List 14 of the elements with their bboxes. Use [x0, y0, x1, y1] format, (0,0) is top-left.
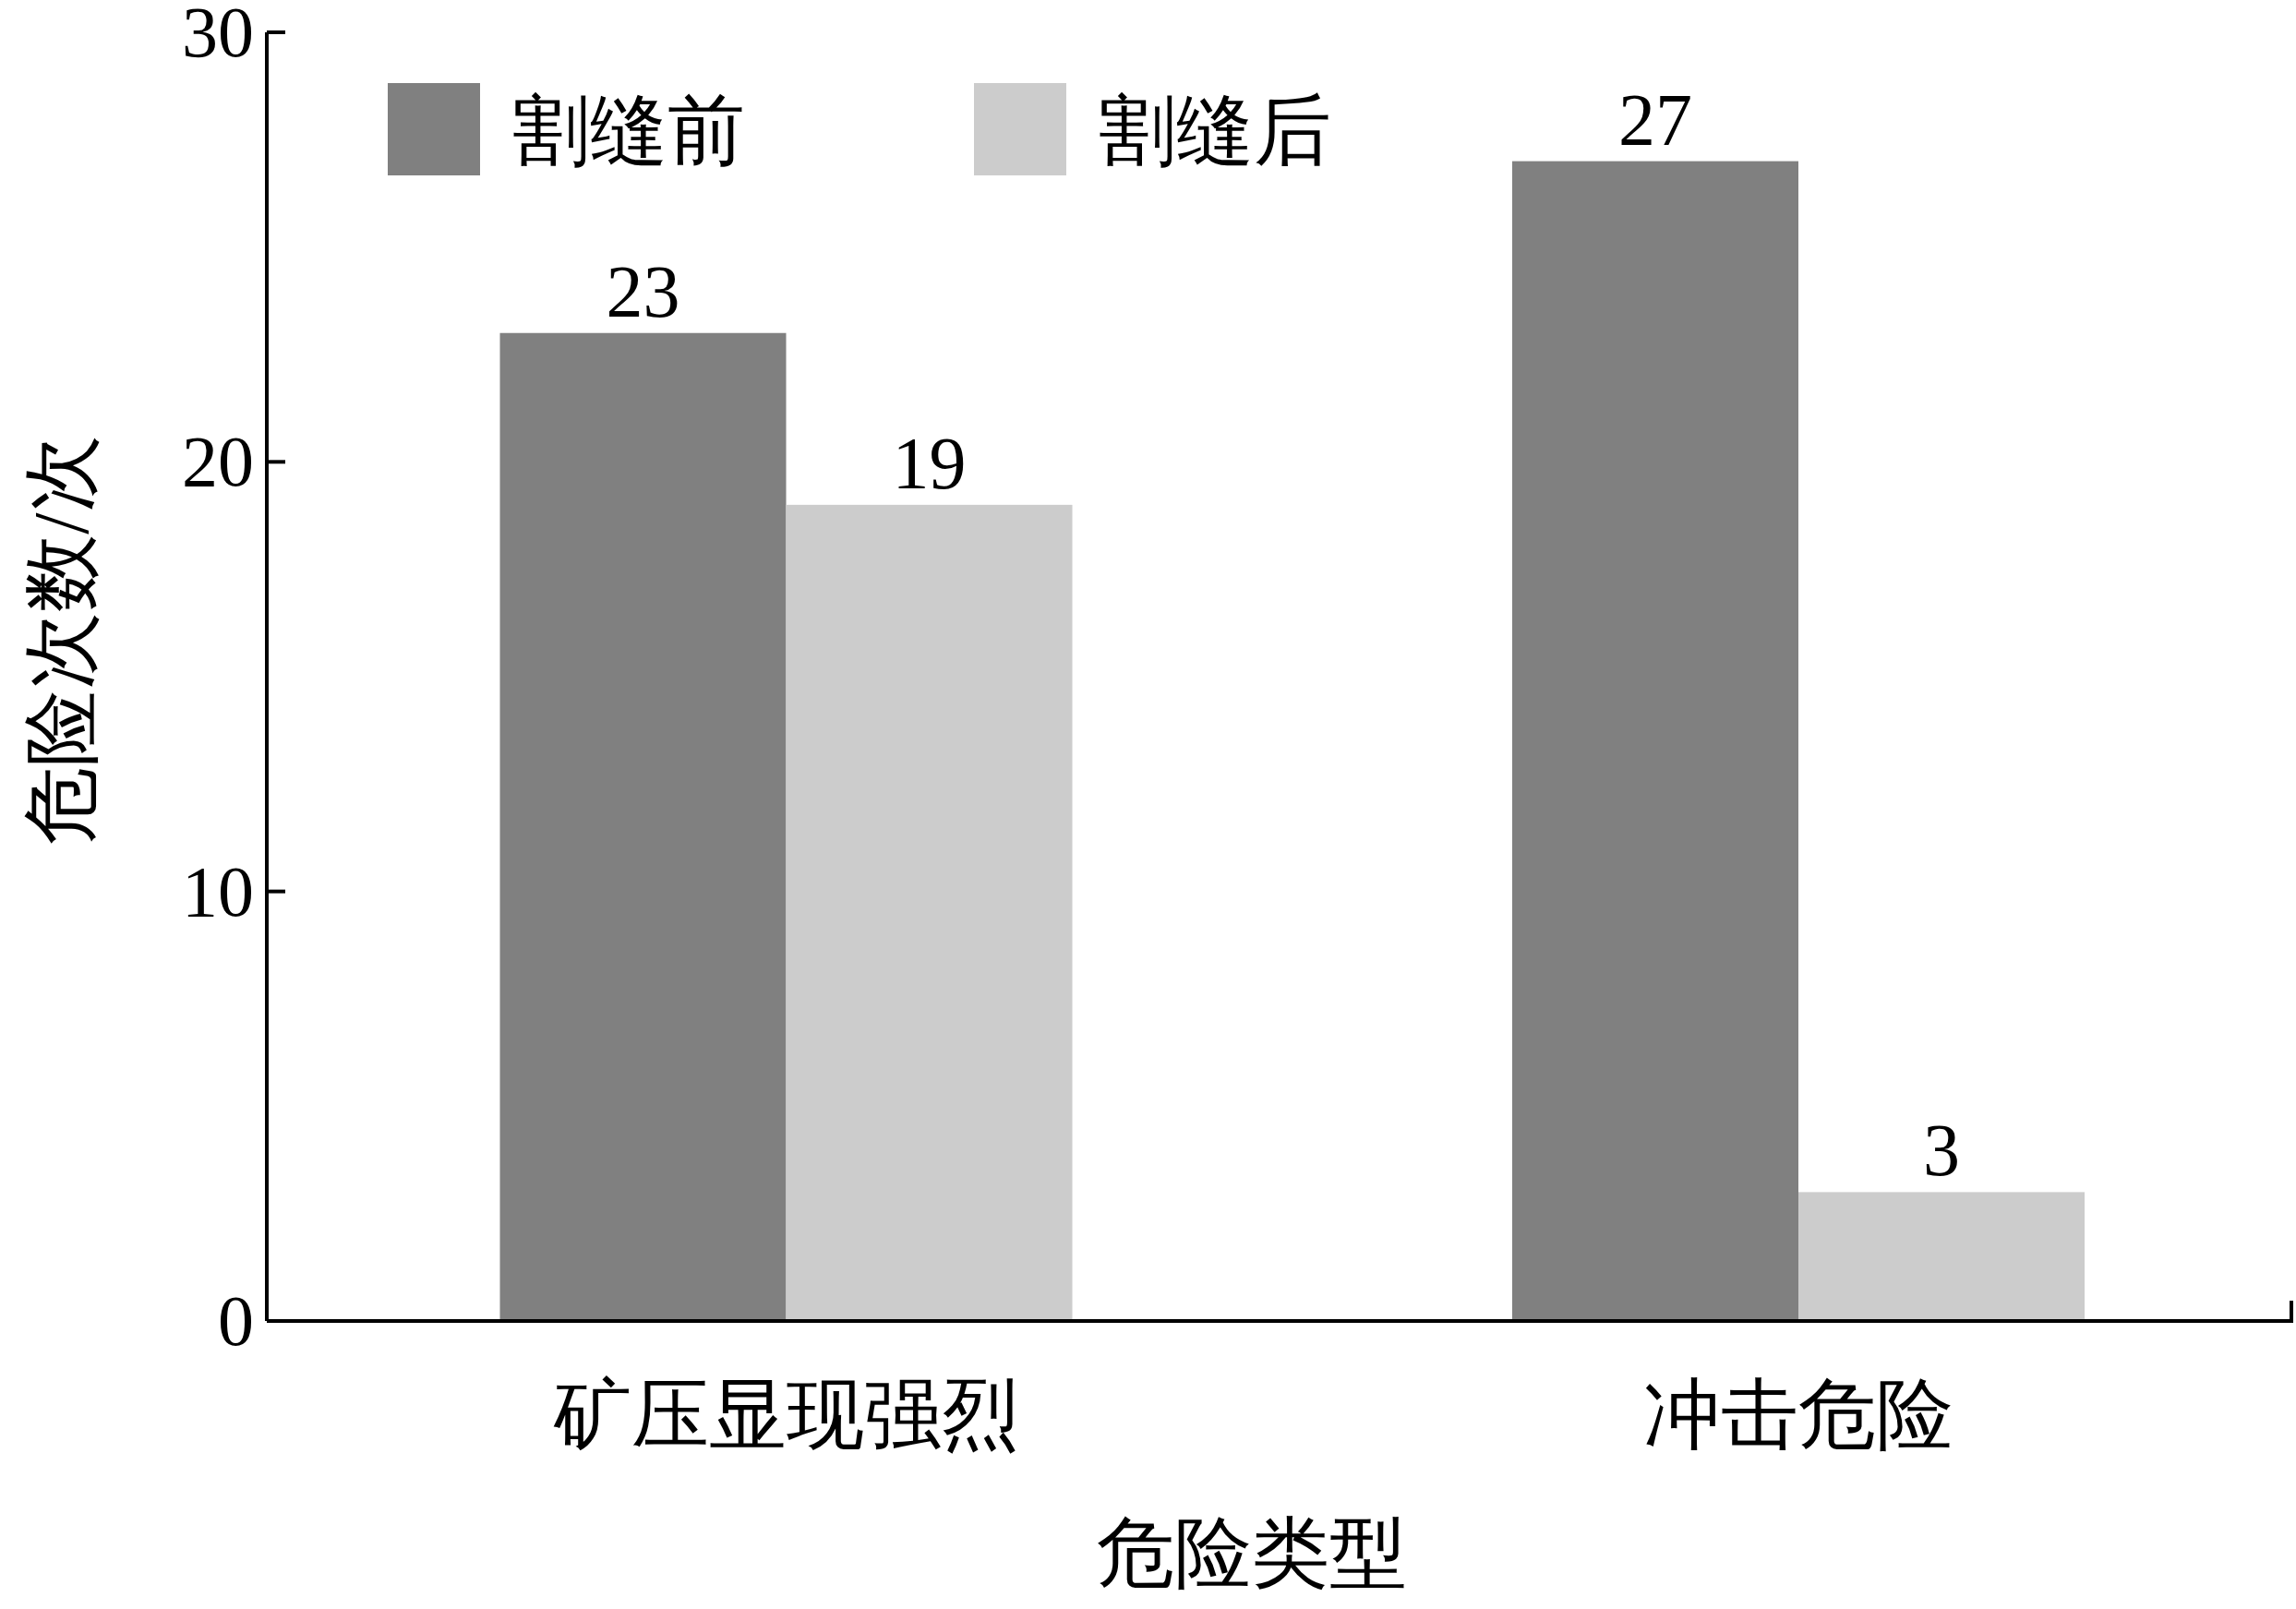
data-label: 27: [1618, 78, 1692, 161]
y-tick-label: 10: [182, 850, 254, 931]
y-axis-title: 危险次数/次: [18, 435, 104, 845]
x-tick-label: 矿压显现强烈: [552, 1372, 1019, 1458]
y-tick-label: 20: [182, 421, 254, 502]
data-label: 3: [1923, 1110, 1960, 1192]
x-tick-label: 冲击危险: [1643, 1372, 1953, 1458]
y-tick-label: 0: [218, 1280, 254, 1361]
data-label: 23: [606, 250, 680, 332]
legend-label: 割缝后: [1099, 88, 1331, 174]
legend-label: 割缝前: [512, 88, 745, 174]
data-label: 19: [892, 422, 967, 504]
x-axis-title: 危险类型: [1096, 1510, 1407, 1596]
y-tick-label: 30: [182, 0, 254, 72]
